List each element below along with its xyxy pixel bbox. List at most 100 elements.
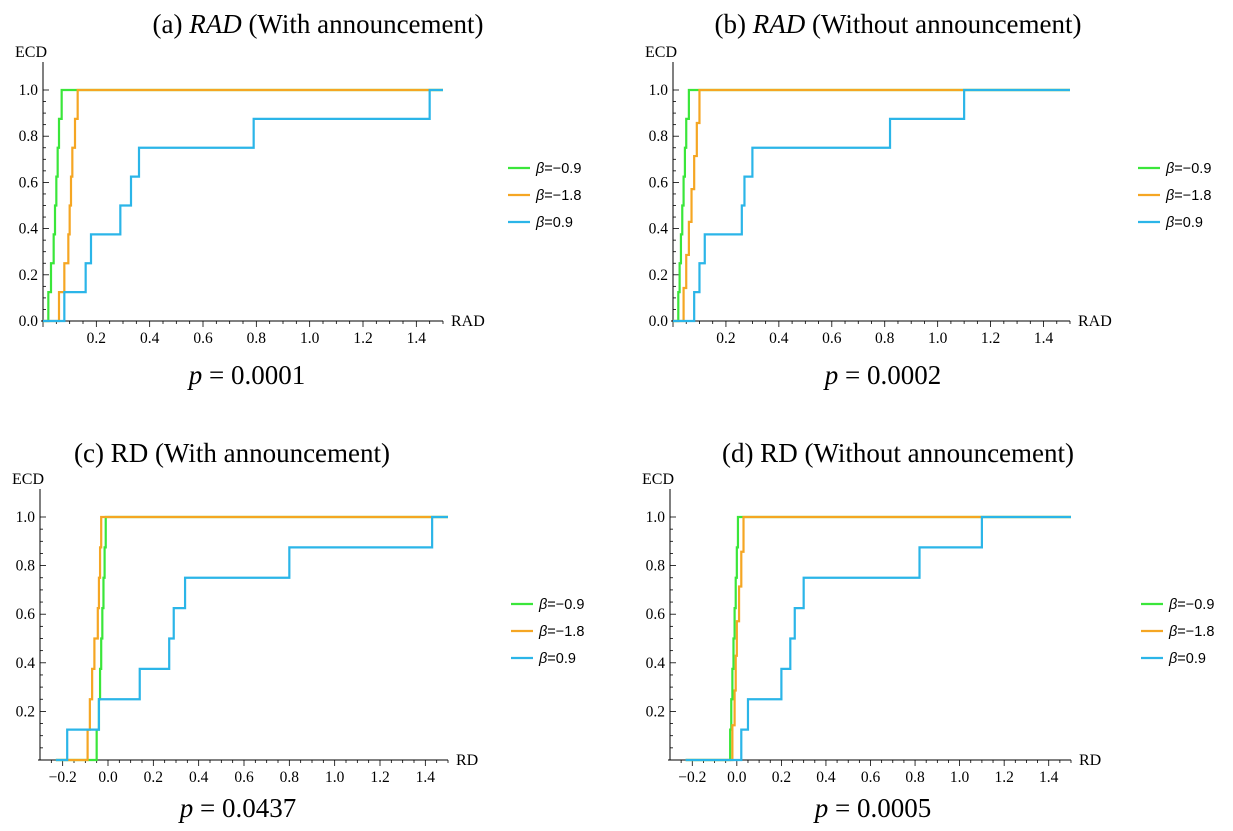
- series-line-2: [43, 88, 443, 323]
- series-line-1: [43, 88, 443, 323]
- p-value: p = 0.0001: [187, 360, 305, 390]
- y-tick-label: 0.8: [16, 558, 36, 575]
- p-value: p = 0.0002: [823, 360, 941, 390]
- x-tick-label: 0.2: [144, 769, 163, 786]
- x-tick-label: 0.2: [772, 769, 791, 786]
- y-tick-label: 1.0: [649, 82, 669, 99]
- legend: β=−0.9 β=−1.8 β=0.9: [508, 161, 581, 231]
- p-value: p = 0.0437: [178, 793, 296, 823]
- series-line-1: [55, 515, 448, 762]
- y-tick-label: 0.8: [19, 128, 39, 145]
- x-tick-label: 1.0: [950, 769, 970, 786]
- chart-panel-c: (c) RD (With announcement) ECD RD −0.2 0.0 0.…: [12, 438, 584, 823]
- y-tick-label: 0.2: [19, 267, 38, 284]
- x-tick-label: −0.2: [678, 769, 706, 786]
- legend-label: β=0.9: [1168, 651, 1206, 667]
- x-tick-label: 0.0: [98, 769, 118, 786]
- y-tick-label: 0.2: [646, 703, 665, 720]
- x-axis-label: RAD: [451, 313, 485, 330]
- series-line-2: [685, 515, 1071, 762]
- legend-label: β=0.9: [1165, 215, 1203, 231]
- y-tick-label: 0.4: [19, 221, 39, 238]
- y-tick-label: 0.2: [649, 267, 668, 284]
- y-tick-label: 0.4: [16, 655, 36, 672]
- x-tick-label: 0.6: [861, 769, 881, 786]
- chart-panel-b: (b) RAD (Without announcement) ECD RAD 0.2 0…: [645, 9, 1211, 390]
- series-line-1: [673, 88, 1070, 323]
- y-axis-label: ECD: [642, 471, 674, 488]
- legend-label: β=0.9: [535, 215, 573, 231]
- y-axis-label: ECD: [15, 44, 47, 61]
- x-axis-label: RD: [456, 752, 478, 769]
- y-tick-label: 0.6: [16, 606, 36, 623]
- y-tick-label: 0.8: [649, 128, 669, 145]
- x-tick-label: 0.0: [727, 769, 747, 786]
- legend: β=−0.9 β=−1.8 β=0.9: [1141, 597, 1214, 667]
- series-line-0: [55, 515, 448, 762]
- x-axis-label: RAD: [1078, 313, 1112, 330]
- series-line-2: [55, 515, 448, 762]
- chart-title: (a) RAD (With announcement): [152, 9, 483, 39]
- x-tick-label: 1.0: [300, 330, 320, 347]
- series-line-2: [673, 88, 1070, 323]
- x-tick-label: 0.6: [822, 330, 842, 347]
- legend-label: β=0.9: [538, 651, 576, 667]
- legend: β=−0.9 β=−1.8 β=0.9: [511, 597, 584, 667]
- x-tick-label: 0.8: [280, 769, 300, 786]
- legend: β=−0.9 β=−1.8 β=0.9: [1138, 161, 1211, 231]
- series-line-0: [43, 88, 443, 323]
- x-tick-label: 0.6: [234, 769, 254, 786]
- legend-label: β=−0.9: [538, 597, 584, 613]
- series-line-1: [685, 515, 1071, 762]
- x-axis-label: RD: [1079, 752, 1101, 769]
- y-tick-label: 0.4: [649, 221, 669, 238]
- x-tick-label: 1.4: [1034, 330, 1054, 347]
- legend-label: β=−1.8: [535, 188, 581, 204]
- chart-title: (d) RD (Without announcement): [722, 438, 1074, 468]
- y-tick-label: 1.0: [646, 509, 666, 526]
- series-line-0: [685, 515, 1071, 762]
- y-axis-label: ECD: [645, 44, 677, 61]
- y-tick-label: 0.0: [19, 313, 39, 330]
- x-tick-label: 0.4: [140, 330, 160, 347]
- legend-label: β=−1.8: [538, 624, 584, 640]
- x-tick-label: 1.4: [1039, 769, 1059, 786]
- x-tick-label: 1.2: [353, 330, 372, 347]
- chart-title: (c) RD (With announcement): [74, 438, 390, 468]
- y-axis-label: ECD: [12, 471, 44, 488]
- x-tick-label: 0.2: [716, 330, 735, 347]
- x-tick-label: 0.8: [905, 769, 925, 786]
- y-tick-label: 0.6: [19, 174, 39, 191]
- x-tick-label: 0.8: [247, 330, 267, 347]
- x-tick-label: 0.4: [816, 769, 836, 786]
- x-tick-label: 1.2: [370, 769, 389, 786]
- y-tick-label: 0.6: [649, 174, 669, 191]
- y-tick-label: 1.0: [16, 509, 36, 526]
- x-tick-label: −0.2: [49, 769, 77, 786]
- y-tick-label: 1.0: [19, 82, 39, 99]
- x-tick-label: 0.8: [875, 330, 895, 347]
- chart-title: (b) RAD (Without announcement): [714, 9, 1081, 39]
- p-value: p = 0.0005: [813, 793, 931, 823]
- y-tick-label: 0.8: [646, 558, 666, 575]
- x-tick-label: 1.0: [325, 769, 345, 786]
- x-tick-label: 1.4: [407, 330, 427, 347]
- chart-panel-d: (d) RD (Without announcement) ECD RD −0.2 0.…: [642, 438, 1214, 823]
- y-tick-label: 0.0: [649, 313, 669, 330]
- y-tick-label: 0.4: [646, 655, 666, 672]
- x-tick-label: 1.2: [981, 330, 1000, 347]
- legend-label: β=−0.9: [1165, 161, 1211, 177]
- y-tick-label: 0.6: [646, 606, 666, 623]
- legend-label: β=−0.9: [1168, 597, 1214, 613]
- legend-label: β=−1.8: [1165, 188, 1211, 204]
- series-line-0: [673, 88, 1070, 323]
- x-tick-label: 0.6: [193, 330, 213, 347]
- x-tick-label: 1.2: [994, 769, 1013, 786]
- x-tick-label: 1.0: [928, 330, 948, 347]
- y-tick-label: 0.2: [16, 703, 35, 720]
- x-tick-label: 1.4: [416, 769, 436, 786]
- x-tick-label: 0.4: [189, 769, 209, 786]
- legend-label: β=−1.8: [1168, 624, 1214, 640]
- x-tick-label: 0.4: [769, 330, 789, 347]
